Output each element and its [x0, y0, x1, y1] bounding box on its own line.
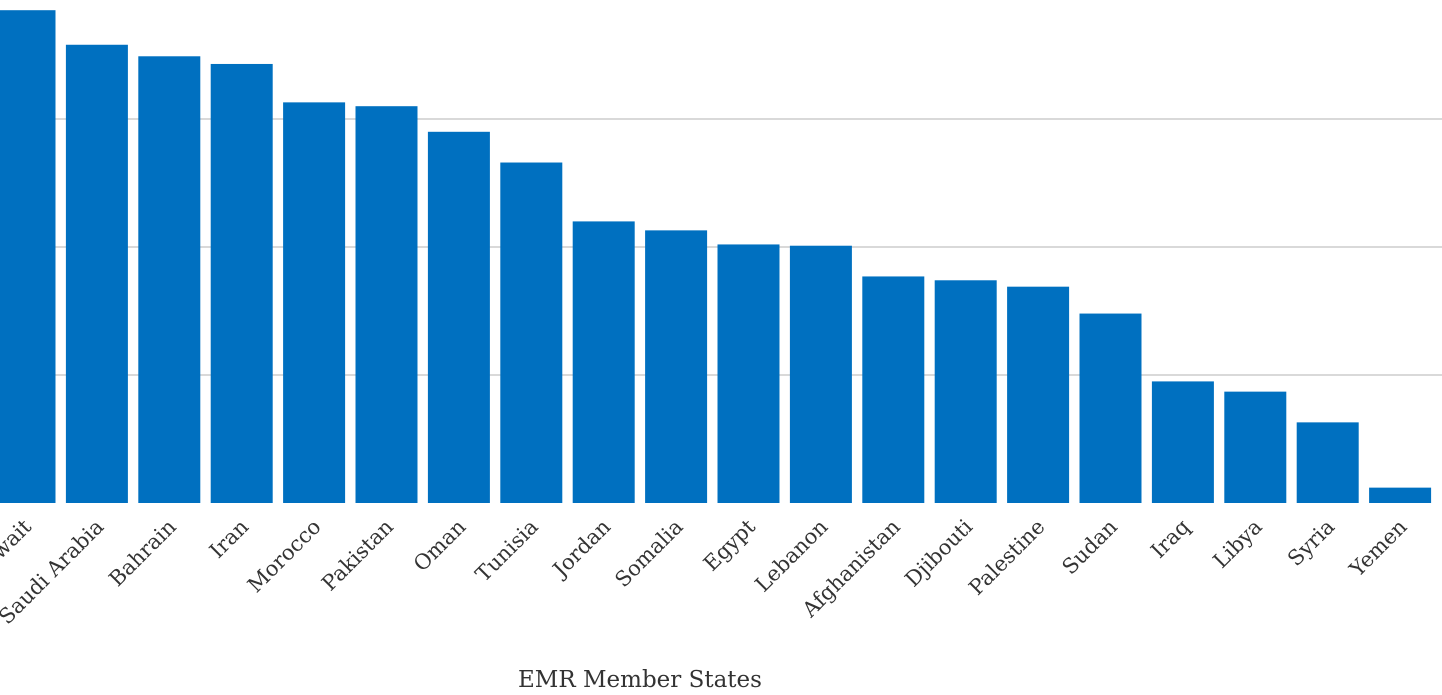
- x-tick-label: Sudan: [1057, 515, 1122, 580]
- bar-kuwait: [0, 10, 56, 503]
- bar-tunisia: [500, 162, 563, 503]
- bar-pakistan: [355, 106, 418, 503]
- bar-libya: [1224, 391, 1287, 503]
- x-tick-label: Pakistan: [317, 515, 398, 596]
- bar-egypt: [717, 244, 780, 503]
- bar-afghanistan: [862, 276, 925, 503]
- bar-palestine: [1007, 286, 1070, 503]
- bar-yemen: [1369, 487, 1432, 503]
- bar-morocco: [283, 102, 346, 504]
- x-tick-label: Kuwait: [0, 514, 36, 584]
- bar-somalia: [645, 230, 708, 504]
- x-tick-label: Yemen: [1344, 515, 1411, 582]
- bar-syria: [1296, 422, 1359, 503]
- bar-lebanon: [789, 245, 852, 503]
- x-tick-label: Iraq: [1146, 515, 1194, 563]
- x-tick-label: Jordan: [547, 515, 615, 583]
- x-tick-label: Oman: [409, 515, 471, 577]
- bar-iran: [210, 63, 273, 504]
- bar-jordan: [572, 221, 635, 503]
- x-tick-label: Egypt: [699, 514, 761, 576]
- x-tick-label: Morocco: [243, 515, 326, 598]
- x-tick-label: Libya: [1208, 515, 1266, 573]
- bars: [0, 10, 1432, 504]
- x-tick-label: Syria: [1283, 515, 1339, 571]
- x-axis-label: EMR Member States: [518, 667, 762, 693]
- x-tick-label: Bahrain: [104, 515, 181, 592]
- x-tick-label: Palestine: [964, 515, 1049, 600]
- bar-iraq: [1151, 381, 1214, 503]
- x-tick-label: Djibouti: [900, 514, 977, 591]
- x-tick-label: Somalia: [610, 515, 687, 592]
- bar-saudi-arabia: [65, 44, 128, 503]
- bar-sudan: [1079, 313, 1142, 503]
- bar-djibouti: [934, 280, 997, 503]
- x-tick-label: Iran: [205, 515, 253, 563]
- bar-bahrain: [138, 56, 201, 503]
- bar-oman: [427, 131, 490, 504]
- x-tick-label: Tunisia: [471, 515, 543, 587]
